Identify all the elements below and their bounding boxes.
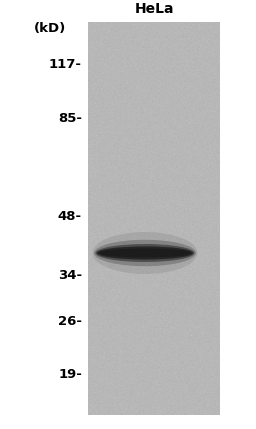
Text: (kD): (kD) — [34, 22, 66, 35]
Text: 19-: 19- — [58, 368, 82, 381]
Ellipse shape — [95, 244, 195, 262]
Text: 26-: 26- — [58, 314, 82, 328]
Text: 85-: 85- — [58, 112, 82, 125]
Ellipse shape — [92, 232, 197, 274]
Ellipse shape — [97, 246, 193, 260]
Text: 117-: 117- — [49, 58, 82, 71]
Text: 48-: 48- — [58, 210, 82, 223]
Text: 34-: 34- — [58, 269, 82, 282]
Text: HeLa: HeLa — [134, 2, 174, 16]
Ellipse shape — [99, 248, 191, 257]
Ellipse shape — [94, 240, 196, 266]
